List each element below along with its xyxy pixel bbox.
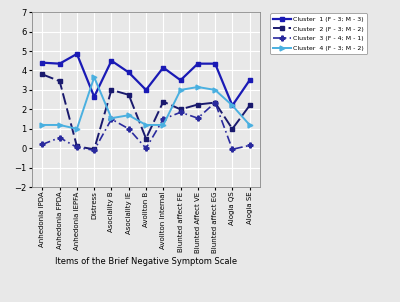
Cluster  2 (F - 3; M - 2) — [178, 108, 183, 111]
Cluster  3 (F - 4; M - 1) — [109, 117, 114, 121]
Cluster  2 (F - 3; M - 2) — [144, 137, 148, 140]
Legend: Cluster  1 (F - 3; M - 3), Cluster  2 (F - 3; M - 2), Cluster  3 (F - 4; M - 1),: Cluster 1 (F - 3; M - 3), Cluster 2 (F -… — [270, 13, 367, 54]
Cluster  2 (F - 3; M - 2) — [109, 88, 114, 92]
Cluster  1 (F - 3; M - 3) — [126, 71, 131, 74]
Cluster  3 (F - 4; M - 1) — [57, 136, 62, 140]
Cluster  2 (F - 3; M - 2) — [247, 104, 252, 107]
Cluster  3 (F - 4; M - 1) — [247, 143, 252, 147]
Cluster  1 (F - 3; M - 3) — [109, 59, 114, 63]
Cluster  1 (F - 3; M - 3) — [247, 79, 252, 82]
Cluster  2 (F - 3; M - 2) — [161, 100, 166, 103]
Cluster  4 (F - 3; M - 2) — [57, 123, 62, 127]
Cluster  2 (F - 3; M - 2) — [213, 101, 218, 104]
Cluster  2 (F - 3; M - 2) — [92, 147, 96, 151]
Cluster  3 (F - 4; M - 1) — [92, 149, 96, 152]
Cluster  2 (F - 3; M - 2) — [57, 79, 62, 83]
Line: Cluster  1 (F - 3; M - 3): Cluster 1 (F - 3; M - 3) — [40, 52, 252, 108]
Cluster  4 (F - 3; M - 2) — [161, 123, 166, 127]
Cluster  4 (F - 3; M - 2) — [178, 88, 183, 92]
Cluster  1 (F - 3; M - 3) — [92, 95, 96, 98]
Cluster  1 (F - 3; M - 3) — [144, 88, 148, 92]
Cluster  2 (F - 3; M - 2) — [40, 72, 45, 76]
Cluster  3 (F - 4; M - 1) — [126, 127, 131, 131]
Cluster  1 (F - 3; M - 3) — [40, 61, 45, 65]
Line: Cluster  3 (F - 4; M - 1): Cluster 3 (F - 4; M - 1) — [40, 100, 252, 153]
Cluster  2 (F - 3; M - 2) — [196, 103, 200, 106]
Cluster  1 (F - 3; M - 3) — [161, 66, 166, 69]
Cluster  3 (F - 4; M - 1) — [161, 117, 166, 121]
Cluster  3 (F - 4; M - 1) — [178, 111, 183, 114]
Cluster  3 (F - 4; M - 1) — [74, 146, 79, 149]
Cluster  4 (F - 3; M - 2) — [92, 76, 96, 79]
Cluster  4 (F - 3; M - 2) — [74, 127, 79, 131]
Cluster  3 (F - 4; M - 1) — [230, 147, 235, 151]
Cluster  4 (F - 3; M - 2) — [230, 104, 235, 107]
Cluster  3 (F - 4; M - 1) — [40, 143, 45, 146]
Cluster  1 (F - 3; M - 3) — [213, 62, 218, 66]
Cluster  2 (F - 3; M - 2) — [230, 127, 235, 131]
Cluster  2 (F - 3; M - 2) — [126, 93, 131, 97]
Cluster  4 (F - 3; M - 2) — [109, 116, 114, 120]
Cluster  3 (F - 4; M - 1) — [213, 101, 218, 104]
Cluster  1 (F - 3; M - 3) — [178, 79, 183, 82]
Cluster  1 (F - 3; M - 3) — [74, 52, 79, 56]
Cluster  4 (F - 3; M - 2) — [213, 88, 218, 92]
Cluster  3 (F - 4; M - 1) — [196, 116, 200, 120]
Cluster  1 (F - 3; M - 3) — [196, 62, 200, 66]
Line: Cluster  2 (F - 3; M - 2): Cluster 2 (F - 3; M - 2) — [40, 72, 252, 152]
Cluster  4 (F - 3; M - 2) — [126, 114, 131, 117]
Cluster  4 (F - 3; M - 2) — [40, 123, 45, 127]
Line: Cluster  4 (F - 3; M - 2): Cluster 4 (F - 3; M - 2) — [40, 75, 252, 131]
Cluster  1 (F - 3; M - 3) — [57, 62, 62, 66]
Cluster  1 (F - 3; M - 3) — [230, 104, 235, 107]
Cluster  3 (F - 4; M - 1) — [144, 146, 148, 150]
X-axis label: Items of the Brief Negative Symptom Scale: Items of the Brief Negative Symptom Scal… — [55, 257, 237, 266]
Cluster  4 (F - 3; M - 2) — [144, 123, 148, 127]
Cluster  4 (F - 3; M - 2) — [196, 85, 200, 89]
Cluster  2 (F - 3; M - 2) — [74, 145, 79, 148]
Cluster  4 (F - 3; M - 2) — [247, 123, 252, 127]
